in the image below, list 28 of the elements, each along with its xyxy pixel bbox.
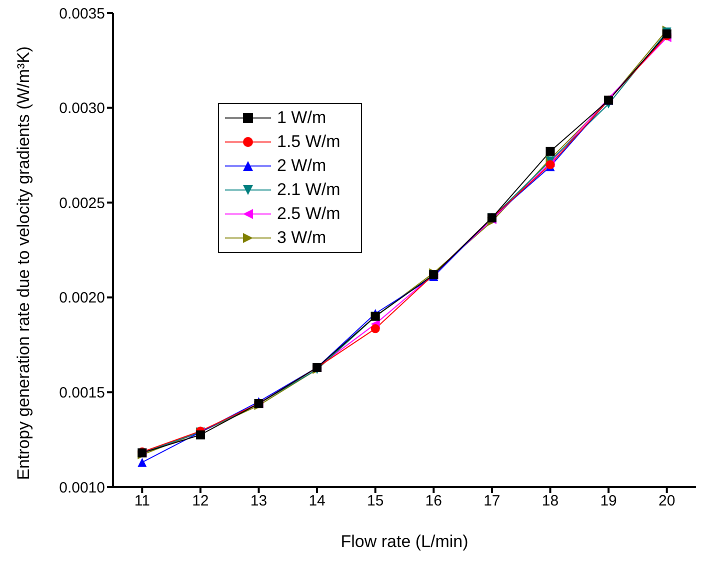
- y-tick-label: 0.0020: [59, 290, 105, 307]
- x-tick-label: 14: [308, 492, 326, 510]
- x-tick-label: 15: [367, 492, 384, 510]
- legend-label: 3 W/m: [277, 228, 326, 248]
- legend-label: 2.1 W/m: [277, 180, 340, 200]
- y-tick-label: 0.0035: [59, 5, 105, 22]
- x-tick-label: 12: [192, 492, 209, 510]
- x-tick-label: 19: [600, 492, 617, 510]
- legend-label: 1.5 W/m: [277, 132, 340, 152]
- x-tick-label: 16: [425, 492, 442, 510]
- x-tick-label: 17: [484, 492, 500, 510]
- y-tick-label: 0.0025: [59, 194, 105, 212]
- x-axis-title: Flow rate (L/min): [340, 532, 468, 551]
- point: [196, 430, 205, 440]
- point: [370, 324, 380, 334]
- legend-label: 1 W/m: [277, 108, 326, 128]
- legend-label: 2.5 W/m: [277, 204, 340, 224]
- x-tick-label: 11: [134, 492, 150, 510]
- x-tick-label: 20: [658, 492, 676, 510]
- y-axis-title: Entropy generation rate due to velocity gradients (W/m³K): [14, 46, 34, 480]
- point: [138, 458, 147, 467]
- point: [546, 146, 555, 156]
- y-tick-label: 0.0010: [59, 479, 105, 496]
- x-tick-label: 13: [250, 492, 268, 510]
- y-tick-label: 0.0015: [59, 384, 105, 402]
- x-tick-label: 18: [542, 492, 559, 510]
- legend-label: 2 W/m: [277, 156, 326, 176]
- y-tick-label: 0.0030: [59, 100, 105, 118]
